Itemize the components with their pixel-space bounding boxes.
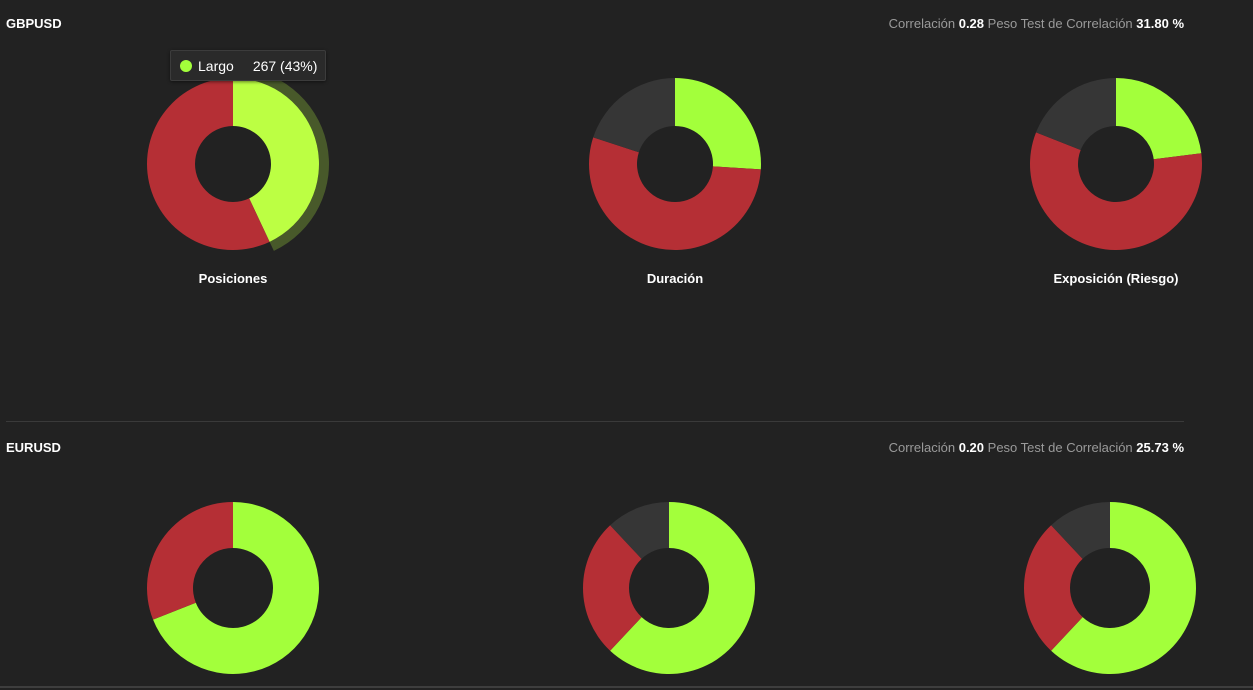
donut-title: Posiciones — [199, 271, 268, 286]
pair-section-eurusd: EURUSD Correlación 0.20 Peso Test de Cor… — [0, 424, 1253, 690]
donut-slice[interactable] — [1051, 502, 1110, 559]
donut-chart[interactable] — [147, 502, 319, 674]
weight-label: Peso Test de Correlación — [987, 16, 1133, 31]
section-divider — [6, 421, 1184, 422]
donut-chart[interactable] — [583, 502, 755, 674]
donut-chart[interactable] — [1024, 502, 1196, 674]
donut-chart-row — [147, 502, 1196, 674]
donut-slice[interactable] — [610, 502, 755, 674]
donut-slice[interactable] — [147, 502, 233, 620]
tooltip-value: 267 (43%) — [252, 57, 318, 74]
pair-name: EURUSD — [6, 440, 61, 455]
donut-slice[interactable] — [1051, 502, 1196, 674]
donut-chart[interactable] — [1030, 77, 1202, 250]
correlation-label: Correlación — [888, 440, 956, 455]
donut-slice[interactable] — [583, 525, 642, 651]
donut-chart[interactable] — [146, 68, 330, 251]
correlation-value: 0.20 — [958, 440, 985, 455]
correlation-stats: Correlación 0.20 Peso Test de Correlació… — [889, 440, 1184, 455]
weight-value: 31.80 % — [1136, 16, 1184, 31]
donut-slice[interactable] — [610, 502, 669, 559]
donut-slice[interactable] — [675, 78, 762, 170]
pair-name: GBPUSD — [6, 16, 62, 31]
chart-tooltip: Largo 267 (43%) — [170, 50, 327, 81]
slice-hover-halo — [233, 68, 330, 251]
donut-slice[interactable] — [593, 78, 675, 153]
bottom-border — [0, 686, 1253, 688]
donut-slice[interactable] — [153, 502, 319, 674]
donut-slice[interactable] — [1116, 77, 1202, 160]
donut-title: Exposición (Riesgo) — [1054, 271, 1179, 286]
tooltip-label: Largo — [198, 57, 234, 74]
donut-title: Duración — [647, 271, 703, 286]
donut-slice[interactable] — [589, 137, 761, 251]
donut-slice[interactable] — [1030, 132, 1202, 250]
correlation-stats: Correlación 0.28 Peso Test de Correlació… — [889, 16, 1184, 31]
correlation-label: Correlación — [888, 16, 956, 31]
donut-slice[interactable] — [1024, 525, 1083, 651]
donut-slice[interactable] — [1036, 78, 1116, 151]
donut-slice[interactable] — [233, 78, 320, 242]
pair-section-gbpusd: GBPUSD Correlación 0.28 Peso Test de Cor… — [6, 16, 1202, 286]
donut-chart-row: Posiciones Duración Exposición (Riesgo) — [146, 68, 1202, 286]
donut-slice[interactable] — [146, 78, 270, 250]
weight-value: 25.73 % — [1136, 440, 1184, 455]
series-color-dot — [180, 59, 192, 72]
donut-chart[interactable] — [589, 78, 762, 251]
correlation-value: 0.28 — [958, 16, 985, 31]
weight-label: Peso Test de Correlación — [987, 440, 1133, 455]
